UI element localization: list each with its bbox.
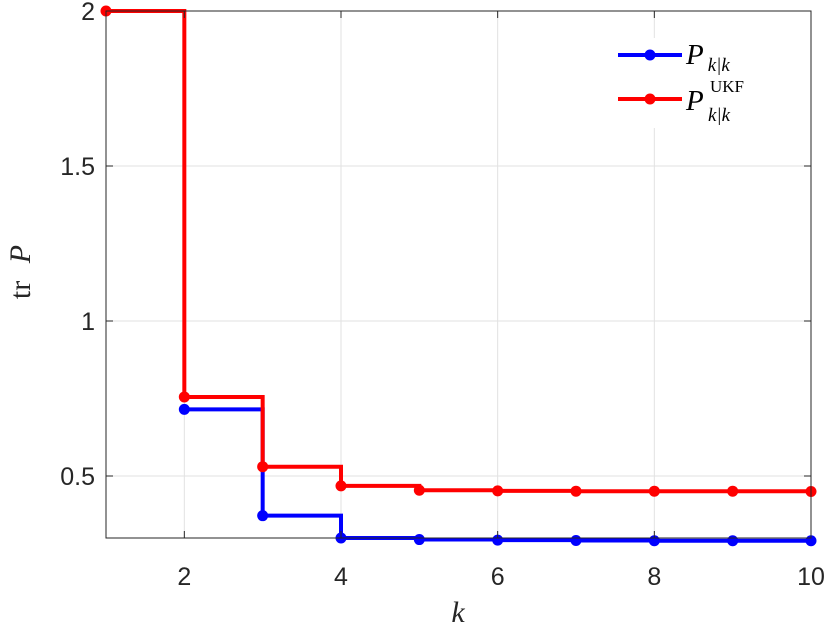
plot-frame bbox=[105, 10, 812, 539]
svg-text:P k|k: P k|k bbox=[685, 39, 730, 76]
data-point-ukf bbox=[727, 485, 739, 497]
x-tick-label: 8 bbox=[647, 563, 661, 591]
data-point-ukf bbox=[648, 485, 660, 497]
legend-entry-red: P UKF k|k bbox=[618, 77, 744, 126]
legend-label-red-sub: k|k bbox=[708, 105, 731, 126]
data-point-ukf bbox=[492, 485, 504, 497]
y-axis-label-prefix: tr bbox=[4, 281, 37, 299]
series-layer bbox=[100, 5, 817, 547]
y-tick-label: 1.5 bbox=[60, 153, 95, 181]
data-point-ukf bbox=[570, 485, 582, 497]
svg-text:tr P: tr P bbox=[4, 245, 37, 299]
y-axis-label: tr P bbox=[4, 245, 37, 299]
data-point-kalman bbox=[257, 510, 269, 522]
legend-label-blue-sub: k|k bbox=[708, 55, 731, 76]
data-point-ukf bbox=[413, 484, 425, 496]
data-point-kalman bbox=[492, 534, 504, 546]
x-tick-label: 6 bbox=[491, 563, 505, 591]
x-axis-label: k bbox=[451, 596, 465, 629]
data-point-ukf bbox=[257, 461, 269, 473]
x-tick-label: 4 bbox=[334, 563, 348, 591]
data-point-kalman bbox=[413, 534, 425, 546]
svg-text:k|k: k|k bbox=[708, 105, 731, 126]
y-tick-label: 0.5 bbox=[60, 463, 95, 491]
data-point-kalman bbox=[570, 534, 582, 546]
x-tick-label: 2 bbox=[177, 563, 191, 591]
y-tick-label: 2 bbox=[81, 0, 95, 26]
legend-label-red-base: P bbox=[685, 85, 704, 117]
data-point-kalman bbox=[178, 403, 190, 415]
svg-text:UKF: UKF bbox=[710, 77, 744, 96]
svg-text:P: P bbox=[685, 85, 704, 117]
ticks bbox=[106, 10, 812, 538]
legend-marker-red bbox=[644, 93, 656, 105]
x-tick-label: 10 bbox=[797, 563, 825, 591]
data-point-ukf bbox=[335, 480, 347, 492]
data-point-kalman bbox=[727, 535, 739, 547]
tick-labels: 2 4 6 8 10 0.5 1 1.5 2 bbox=[60, 0, 825, 591]
data-point-ukf bbox=[178, 391, 190, 403]
legend-label-blue-base: P bbox=[685, 39, 704, 71]
legend: P k|k P UKF k|k bbox=[608, 38, 786, 128]
y-axis-label-variable: P bbox=[4, 245, 37, 264]
legend-label-red-sup: UKF bbox=[710, 77, 744, 96]
legend-entry-blue: P k|k bbox=[618, 39, 730, 76]
y-tick-label: 1 bbox=[81, 308, 95, 336]
legend-marker-blue bbox=[644, 49, 656, 61]
